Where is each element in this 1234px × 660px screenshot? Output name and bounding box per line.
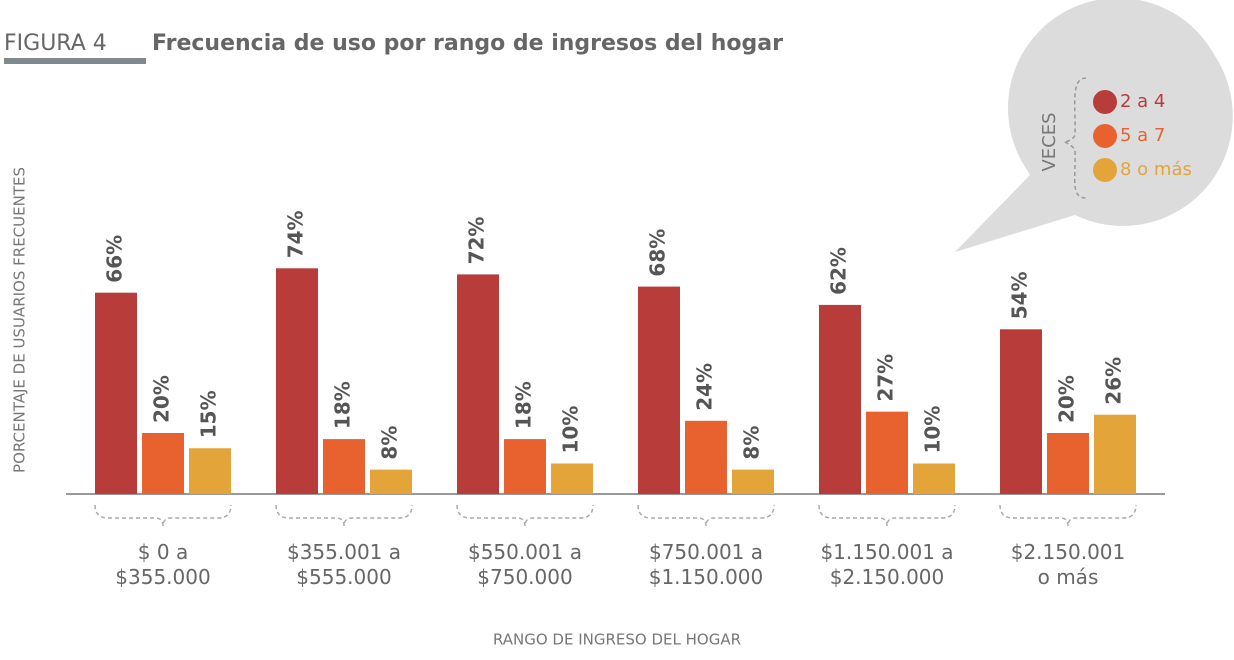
x-tick-label: $ 0 a $355.000 bbox=[115, 540, 211, 589]
figure-label: FIGURA 4 bbox=[4, 31, 107, 56]
bar bbox=[142, 433, 184, 494]
category-brace bbox=[456, 504, 594, 527]
x-tick-label: $2.150.001 o más bbox=[1010, 540, 1126, 589]
category-brace bbox=[637, 504, 775, 527]
bar bbox=[551, 463, 593, 494]
x-tick-label: $355.001 a $555.000 bbox=[286, 540, 402, 589]
legend-title: VECES bbox=[1039, 112, 1060, 171]
value-label: 74% bbox=[284, 210, 308, 258]
bar bbox=[866, 411, 908, 494]
bar bbox=[457, 274, 499, 494]
legend-swatch bbox=[1093, 90, 1117, 114]
legend-brace bbox=[1063, 77, 1087, 199]
value-label: 26% bbox=[1102, 357, 1126, 405]
value-label: 68% bbox=[646, 229, 670, 277]
x-tick-label: $550.001 a $750.000 bbox=[467, 540, 583, 589]
bar bbox=[276, 268, 318, 494]
bar bbox=[732, 469, 774, 494]
bar bbox=[913, 463, 955, 494]
category-brace bbox=[275, 504, 413, 527]
bar bbox=[189, 448, 231, 494]
bar bbox=[1047, 433, 1089, 494]
bar bbox=[638, 286, 680, 494]
value-label: 18% bbox=[512, 381, 536, 429]
bar bbox=[1094, 414, 1136, 494]
value-label: 66% bbox=[103, 235, 127, 283]
value-label: 24% bbox=[693, 363, 717, 411]
x-tick-label: $1.150.001 a $2.150.000 bbox=[820, 540, 954, 589]
category-brace bbox=[999, 504, 1137, 527]
value-label: 62% bbox=[827, 247, 851, 295]
bar bbox=[370, 469, 412, 494]
chart-title: Frecuencia de uso por rango de ingresos … bbox=[152, 31, 783, 56]
value-label: 15% bbox=[197, 390, 221, 438]
value-label: 20% bbox=[1055, 375, 1079, 423]
value-label: 27% bbox=[874, 354, 898, 402]
bar bbox=[685, 420, 727, 494]
x-tick-label: $750.001 a $1.150.000 bbox=[648, 540, 764, 589]
value-label: 20% bbox=[150, 375, 174, 423]
y-axis-label: PORCENTAJE DE USUARIOS FRECUENTES bbox=[11, 167, 29, 473]
legend-label: 5 a 7 bbox=[1120, 125, 1165, 146]
value-label: 18% bbox=[331, 381, 355, 429]
bar bbox=[504, 439, 546, 494]
value-label: 10% bbox=[559, 406, 583, 454]
bar bbox=[819, 304, 861, 494]
bar bbox=[95, 292, 137, 494]
x-axis-label: RANGO DE INGRESO DEL HOGAR bbox=[493, 631, 741, 649]
legend-swatch bbox=[1093, 124, 1117, 148]
legend-label: 8 o más bbox=[1120, 159, 1192, 180]
value-label: 8% bbox=[740, 426, 764, 460]
value-label: 8% bbox=[378, 426, 402, 460]
legend-bubble bbox=[1008, 0, 1228, 218]
value-label: 10% bbox=[921, 406, 945, 454]
title-rule bbox=[4, 58, 146, 64]
value-label: 54% bbox=[1008, 271, 1032, 319]
value-label: 72% bbox=[465, 217, 489, 265]
category-brace bbox=[94, 504, 232, 527]
category-brace bbox=[818, 504, 956, 527]
legend-label: 2 a 4 bbox=[1120, 91, 1165, 112]
bar bbox=[1000, 329, 1042, 494]
bar bbox=[323, 439, 365, 494]
legend-swatch bbox=[1093, 158, 1117, 182]
